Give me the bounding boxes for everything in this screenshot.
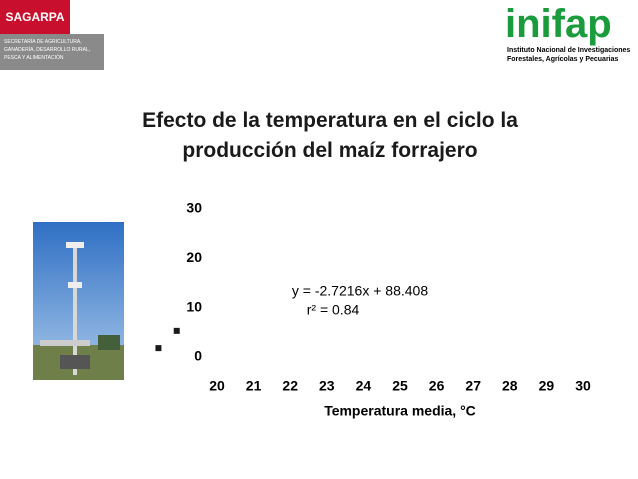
x-tick-label: 23 [319,378,335,394]
y-tick-label: 10 [186,298,202,314]
inifap-subtitle-line: Forestales, Agrícolas y Pecuarias [507,56,619,63]
x-tick-label: 27 [465,378,481,394]
x-axis-label: Temperatura media, °C [324,403,476,419]
x-tick-label: 26 [429,378,445,394]
inifap-subtitle: Instituto Nacional de Investigaciones Fo… [507,46,630,64]
sagarpa-logo: SAGARPA [0,0,70,34]
x-tick-label: 20 [209,378,225,394]
inifap-logo: inifap [505,2,612,46]
x-tick-label: 30 [575,378,591,394]
point [154,344,163,353]
x-tick-label: 21 [246,378,262,394]
chart-title: Efecto de la temperatura en el ciclo la … [142,109,518,162]
equation: y = -2.7216x + 88.408 [292,283,428,299]
x-tick-label: 22 [282,378,298,394]
photo [33,222,124,380]
x-tick-label: 29 [539,378,555,394]
x-tick-label: 24 [356,378,372,394]
y-tick-label: 0 [194,348,202,364]
y-tick-label: 30 [186,200,202,216]
y-tick-label: 20 [186,249,202,265]
r-squared: r² = 0.84 [307,302,360,318]
point [172,326,181,335]
sagarpa-logo-box: SAGARPA SECRETARÍA DE AGRICULTURA, GANAD… [0,0,104,70]
emblem [70,0,104,34]
x-tick-label: 25 [392,378,408,394]
sagarpa-subtitle: SECRETARÍA DE AGRICULTURA, GANADERÍA, DE… [4,39,91,61]
x-tick-label: 28 [502,378,518,394]
inifap-subtitle-line: Instituto Nacional de Investigaciones [507,47,631,54]
